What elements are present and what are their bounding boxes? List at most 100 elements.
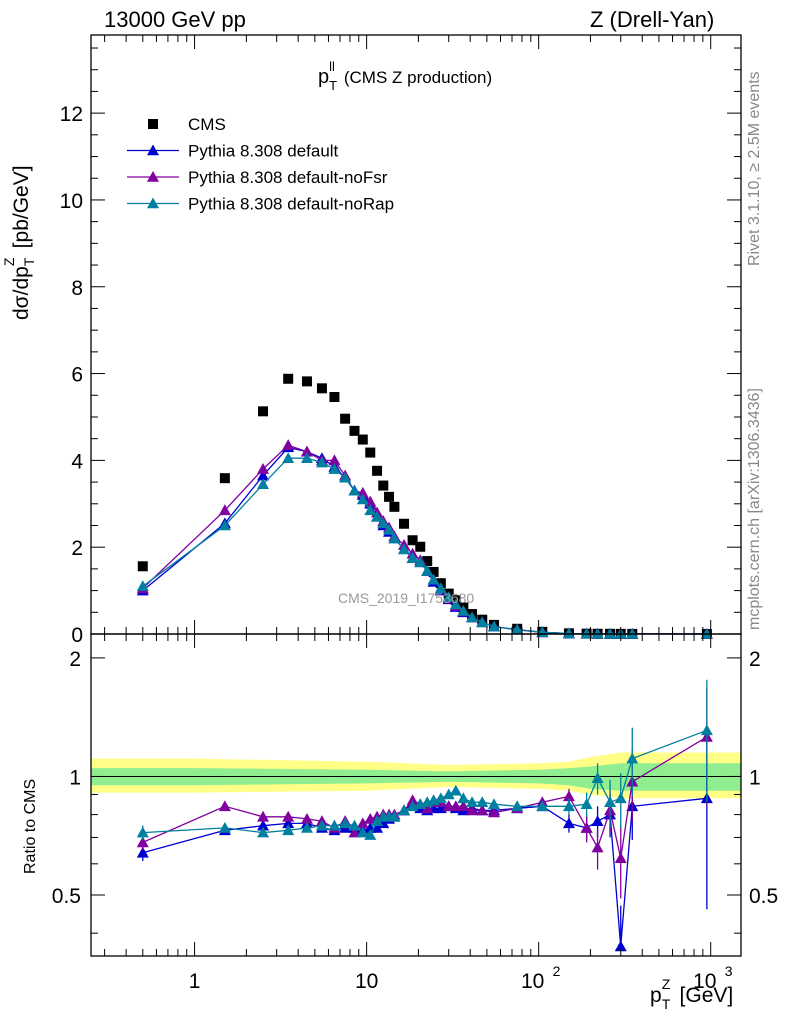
mc-data-point xyxy=(434,582,447,594)
ratio-data-point xyxy=(604,796,617,808)
ratio-data-point xyxy=(614,940,627,952)
x-tick-label: 10 xyxy=(693,970,716,993)
ratio-uncertainty-band xyxy=(91,752,741,799)
ratio-band-inner xyxy=(91,763,741,791)
cms-data-point xyxy=(349,425,360,436)
ratio-data-point xyxy=(328,819,341,831)
ratio-y-tick-label: 2 xyxy=(69,648,81,671)
ratio-data-point xyxy=(700,724,713,736)
ratio-data-point xyxy=(356,817,369,829)
ratio-y-tick-label-right: 0.5 xyxy=(749,885,778,908)
ratio-data-point xyxy=(580,798,593,810)
ratio-data-point xyxy=(476,804,489,816)
mc-data-point xyxy=(604,627,617,639)
main-title: p ll T (CMS Z production) xyxy=(318,59,492,93)
ratio-data-point xyxy=(136,836,149,848)
ratio-data-point xyxy=(449,784,462,796)
y-tick-label: 2 xyxy=(71,537,83,560)
y-tick-label: 6 xyxy=(71,364,83,387)
ratio-data-point xyxy=(300,812,313,824)
mc-data-point xyxy=(414,556,427,568)
legend-label: Pythia 8.308 default-noFsr xyxy=(188,168,388,187)
ratio-data-point xyxy=(614,792,627,804)
x-axis-label-sup: Z xyxy=(661,976,671,992)
mc-data-point xyxy=(257,469,270,481)
ratio-data-point xyxy=(257,819,270,831)
ratio-data-point xyxy=(406,794,419,806)
legend: CMS Pythia 8.308 default Pythia 8.308 defa… xyxy=(127,115,394,214)
cms-data-point xyxy=(422,556,433,567)
mc-data-point xyxy=(449,598,462,610)
ratio-data-point xyxy=(348,819,361,831)
mc-data-point xyxy=(300,445,313,457)
cms-data-point xyxy=(415,541,426,552)
header-right: Z (Drell-Yan) xyxy=(590,7,715,32)
cms-data-point xyxy=(137,561,148,572)
main-title-symbol: p xyxy=(318,66,330,88)
ratio-data-point xyxy=(562,800,575,812)
mc-data-point xyxy=(356,493,369,505)
ratio-data-point xyxy=(257,826,270,838)
mc-data-point xyxy=(371,510,384,522)
ratio-data-point xyxy=(449,800,462,812)
main-series-1 xyxy=(136,441,713,639)
mc-data-point xyxy=(218,504,231,516)
cms-data-point xyxy=(407,535,418,546)
legend-label: CMS xyxy=(188,115,226,134)
main-title-sub: T xyxy=(329,78,338,93)
main-title-sup: ll xyxy=(329,59,335,74)
ratio-data-point xyxy=(348,826,361,838)
ratio-data-point xyxy=(562,790,575,802)
main-ylabel-sup: Z xyxy=(1,257,17,267)
mc-data-point xyxy=(300,452,313,464)
ratio-frame xyxy=(90,633,742,957)
ratio-data-point xyxy=(457,800,470,812)
mc-data-point xyxy=(328,463,341,474)
ratio-data-point xyxy=(218,800,231,812)
ratio-data-point xyxy=(434,792,447,804)
mc-data-point xyxy=(580,627,593,639)
legend-entry-1: Pythia 8.308 default xyxy=(127,142,339,161)
mc-data-point xyxy=(442,591,455,602)
rivet-version-label: Rivet 3.1.10, ≥ 2.5M events xyxy=(746,71,763,266)
x-tick-label-exponent: 3 xyxy=(725,963,733,979)
mc-data-point xyxy=(282,452,295,464)
mc-data-point xyxy=(591,627,604,639)
ratio-data-point xyxy=(487,798,500,810)
ratio-series-line xyxy=(142,797,707,947)
cms-data-point xyxy=(219,473,230,484)
ratio-ylabel: Ratio to CMS xyxy=(22,778,39,874)
ratio-data-point xyxy=(476,796,489,808)
mc-data-point xyxy=(218,519,231,531)
ratio-data-point xyxy=(536,800,549,812)
x-tick-label: 10 xyxy=(521,970,544,993)
mc-data-point xyxy=(466,611,479,623)
mc-data-point xyxy=(457,604,470,616)
cms-data-point xyxy=(340,413,351,424)
x-tick-label: 10 xyxy=(355,970,378,993)
mc-data-point xyxy=(282,439,295,450)
cms-data-point xyxy=(384,491,395,502)
cms-data-point xyxy=(378,480,389,491)
legend-marker xyxy=(148,119,158,129)
mc-data-point xyxy=(136,580,149,592)
ratio-data-point xyxy=(626,752,639,764)
cms-data-point xyxy=(301,376,312,387)
y-tick-label: 4 xyxy=(71,450,83,473)
mc-data-point xyxy=(476,616,489,628)
cms-data-point xyxy=(316,383,327,394)
x-tick-label-exponent: 2 xyxy=(553,963,561,979)
cms-data-point xyxy=(283,373,294,384)
mc-data-point xyxy=(487,620,500,632)
ratio-data-point xyxy=(136,846,149,858)
ratio-data-point xyxy=(457,792,470,804)
mc-data-point xyxy=(364,504,377,516)
ratio-data-point xyxy=(339,817,352,829)
ratio-data-point xyxy=(511,800,524,812)
cms-data-point xyxy=(365,447,376,458)
legend-entry-0: CMS xyxy=(148,115,226,134)
ratio-data-point xyxy=(282,810,295,822)
ratio-data-point xyxy=(388,810,401,822)
mc-data-point xyxy=(257,463,270,474)
